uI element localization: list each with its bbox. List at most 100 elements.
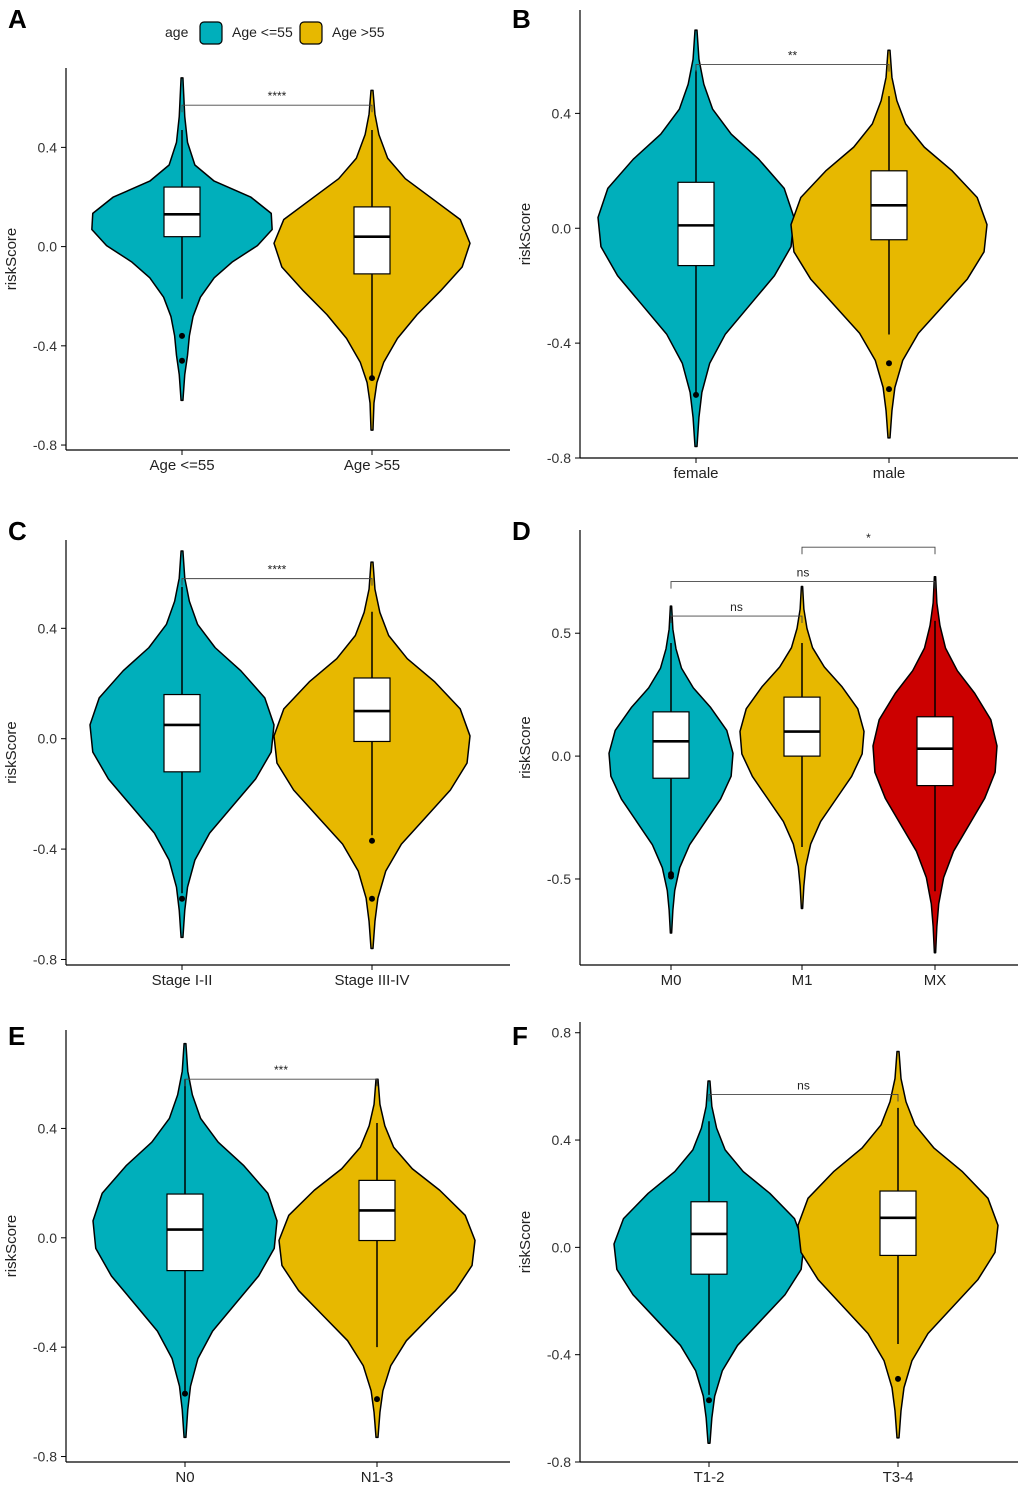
box — [677, 181, 715, 267]
y-axis-title: riskScore — [517, 203, 534, 266]
x-tick-label: Age >55 — [344, 457, 400, 474]
box — [166, 1193, 204, 1272]
y-tick-label: 0.4 — [552, 105, 572, 121]
x-tick-label: M1 — [792, 972, 813, 989]
y-tick-label: -0.4 — [33, 1339, 57, 1355]
outlier-point — [895, 1375, 901, 1382]
panel-letter-e: E — [8, 1021, 25, 1051]
y-tick-label: -0.4 — [33, 338, 57, 354]
x-tick-label: female — [673, 465, 718, 482]
outlier-point — [374, 1396, 380, 1403]
x-tick-label: M0 — [661, 972, 682, 989]
outlier-point — [369, 375, 375, 382]
legend-title: age — [165, 24, 189, 40]
legend-label: Age <=55 — [232, 24, 293, 40]
outlier-point — [369, 837, 375, 844]
y-axis-title: riskScore — [3, 721, 20, 784]
y-tick-label: 0.8 — [552, 1025, 572, 1041]
significance-bracket — [181, 104, 373, 113]
x-tick-label: Age <=55 — [149, 457, 214, 474]
y-axis-title: riskScore — [3, 228, 20, 291]
y-tick-label: 0.0 — [552, 1239, 572, 1255]
y-tick-label: 0.4 — [38, 620, 58, 636]
y-axis-title: riskScore — [517, 1211, 534, 1274]
outlier-point — [179, 357, 185, 364]
outlier-point — [369, 895, 375, 902]
y-tick-label: 0.4 — [552, 1132, 572, 1148]
y-tick-label: -0.5 — [547, 871, 571, 887]
y-tick-label: -0.8 — [547, 450, 571, 466]
panel-letter-d: D — [512, 516, 531, 546]
box — [783, 696, 821, 757]
significance-bracket — [801, 546, 936, 555]
y-axis-title: riskScore — [517, 716, 534, 779]
significance-label: *** — [274, 1063, 288, 1077]
x-tick-label: T1-2 — [694, 1469, 725, 1486]
outlier-point — [182, 1390, 188, 1397]
x-tick-label: Stage III-IV — [334, 972, 409, 989]
y-tick-label: -0.8 — [33, 437, 57, 453]
outlier-point — [668, 873, 674, 880]
outlier-point — [179, 332, 185, 339]
y-tick-label: -0.8 — [33, 951, 57, 967]
box — [353, 206, 391, 275]
significance-label: **** — [268, 563, 287, 577]
box — [163, 186, 201, 238]
significance-bracket — [670, 615, 803, 624]
box — [163, 693, 201, 773]
significance-bracket — [695, 64, 890, 72]
box — [652, 711, 690, 779]
x-tick-label: T3-4 — [883, 1469, 914, 1486]
significance-label: ns — [730, 600, 743, 614]
y-tick-label: 0.0 — [38, 1230, 58, 1246]
significance-label: **** — [268, 89, 287, 103]
y-tick-label: -0.8 — [547, 1454, 571, 1470]
y-tick-label: -0.4 — [547, 335, 571, 351]
outlier-point — [706, 1397, 712, 1404]
x-tick-label: N1-3 — [361, 1469, 394, 1486]
panel-letter-a: A — [8, 4, 27, 34]
y-tick-label: 0.0 — [552, 748, 572, 764]
significance-label: ns — [797, 1078, 810, 1092]
legend-swatch — [199, 21, 223, 45]
panel-letter-c: C — [8, 516, 27, 546]
panel-letter-b: B — [512, 4, 531, 34]
outlier-point — [886, 360, 892, 367]
significance-bracket — [181, 578, 373, 586]
y-tick-label: -0.8 — [33, 1449, 57, 1465]
legend-label: Age >55 — [332, 24, 385, 40]
significance-label: * — [866, 531, 871, 545]
y-tick-label: 0.0 — [552, 220, 572, 236]
y-tick-label: 0.5 — [552, 625, 572, 641]
x-tick-label: Stage I-II — [152, 972, 213, 989]
outlier-point — [886, 386, 892, 393]
x-tick-label: MX — [924, 972, 947, 989]
y-tick-label: 0.0 — [38, 239, 58, 255]
outlier-point — [693, 391, 699, 398]
significance-label: ** — [788, 49, 798, 63]
y-tick-label: 0.4 — [38, 139, 58, 155]
x-tick-label: N0 — [175, 1469, 194, 1486]
significance-bracket — [670, 581, 936, 589]
y-tick-label: -0.4 — [33, 841, 57, 857]
legend: age Age <=55 Age >55 — [165, 21, 385, 45]
y-tick-label: 0.0 — [38, 731, 58, 747]
significance-label: ns — [797, 566, 810, 580]
y-axis-title: riskScore — [3, 1215, 20, 1278]
panel-letter-f: F — [512, 1021, 528, 1051]
x-tick-label: male — [873, 465, 906, 482]
y-tick-label: -0.4 — [547, 1347, 571, 1363]
y-tick-label: 0.4 — [38, 1120, 58, 1136]
significance-bracket — [708, 1093, 899, 1102]
box — [690, 1201, 728, 1275]
box — [879, 1190, 917, 1257]
significance-bracket — [184, 1078, 378, 1087]
outlier-point — [179, 895, 185, 902]
legend-swatch — [299, 21, 323, 45]
